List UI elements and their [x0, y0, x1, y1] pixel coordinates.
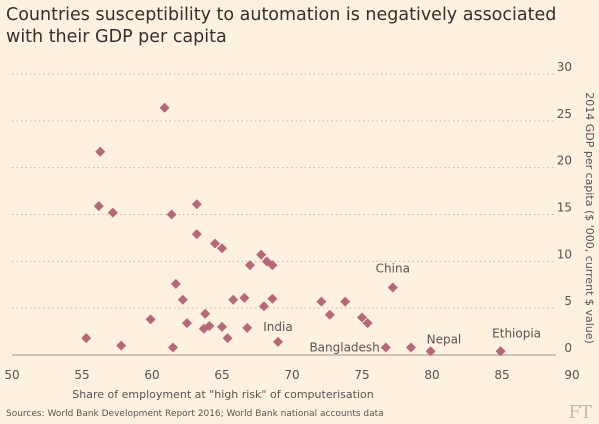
data-point [239, 292, 250, 303]
x-tick-55: 55 [74, 368, 89, 382]
data-point [210, 238, 220, 249]
data-point [177, 294, 188, 305]
y-tick-labels: 0 5 10 15 20 25 30 [557, 60, 572, 355]
x-tick-70: 70 [284, 368, 299, 382]
data-point-china [387, 282, 398, 293]
data-point [191, 199, 202, 210]
point-label-ethiopia: Ethiopia [492, 326, 541, 340]
data-point [324, 309, 335, 320]
data-points [81, 102, 506, 357]
x-tick-65: 65 [214, 368, 229, 382]
data-point [228, 294, 239, 305]
x-tick-labels: 50 55 60 65 70 75 80 85 90 [4, 368, 579, 382]
y-tick-10: 10 [557, 247, 572, 261]
data-point [357, 312, 367, 323]
x-tick-60: 60 [144, 368, 159, 382]
x-axis-label: Share of employment at "high risk" of co… [72, 388, 373, 401]
ft-logo: FT [568, 402, 592, 423]
data-point [116, 340, 127, 351]
point-label-china: China [376, 262, 410, 276]
y-tick-5: 5 [564, 294, 572, 308]
data-point [159, 102, 170, 113]
data-point [245, 260, 255, 271]
x-tick-90: 90 [564, 368, 579, 382]
data-point [95, 146, 106, 157]
data-point [217, 321, 227, 332]
source-note: Sources: World Bank Development Report 2… [6, 409, 384, 419]
data-point [170, 278, 181, 289]
data-point-bangladesh [380, 342, 391, 353]
y-tick-20: 20 [557, 154, 572, 168]
point-label-bangladesh: Bangladesh [309, 341, 379, 355]
data-point [256, 249, 267, 260]
y-tick-0: 0 [564, 341, 572, 355]
data-point [168, 342, 178, 353]
point-labels: China India Bangladesh Nepal Ethiopia [263, 262, 541, 355]
data-point [145, 314, 156, 325]
x-tick-50: 50 [4, 368, 19, 382]
x-tick-75: 75 [354, 368, 369, 382]
data-point [242, 322, 253, 333]
x-tick-80: 80 [424, 368, 439, 382]
y-tick-25: 25 [557, 107, 572, 121]
data-point [107, 207, 118, 218]
data-point-ethiopia [495, 346, 506, 357]
y-tick-15: 15 [557, 201, 572, 215]
data-point [259, 301, 269, 312]
point-label-india: India [263, 320, 292, 334]
data-point [182, 318, 192, 329]
data-point [406, 342, 416, 353]
y-tick-30: 30 [557, 60, 572, 74]
data-point [362, 318, 373, 329]
data-point [316, 296, 327, 307]
data-point [200, 308, 211, 319]
data-point [191, 229, 202, 240]
grid-lines [12, 73, 556, 356]
data-point [166, 209, 177, 220]
data-point [267, 293, 278, 304]
chart-title: Countries susceptibility to automation i… [6, 5, 557, 47]
data-point [204, 320, 215, 331]
data-point [93, 201, 104, 212]
data-point [222, 333, 233, 344]
data-point [267, 260, 278, 271]
data-point [340, 296, 351, 307]
data-point-nepal [425, 346, 436, 357]
x-tick-85: 85 [494, 368, 509, 382]
y-axis-label: 2014 GDP per capita ($ '000, current $ v… [583, 92, 596, 344]
data-point [81, 333, 92, 344]
data-point [217, 243, 227, 254]
point-label-nepal: Nepal [427, 332, 462, 346]
data-point-india [273, 336, 283, 347]
